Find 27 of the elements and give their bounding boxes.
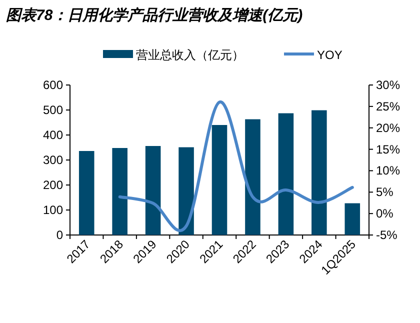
bar bbox=[312, 110, 327, 235]
y-tick-label: 200 bbox=[42, 178, 64, 192]
y2-tick-label: 20% bbox=[376, 120, 400, 135]
chart-title: 图表78：日用化学产品行业营收及增速(亿元) bbox=[6, 6, 303, 24]
y-tick-label: 500 bbox=[42, 103, 64, 117]
y2-tick-label: 0% bbox=[376, 206, 394, 221]
bar bbox=[78, 151, 94, 235]
y2-tick-label: 10% bbox=[376, 164, 400, 178]
y-tick-label: 400 bbox=[42, 128, 64, 142]
y2-tick-label: 15% bbox=[376, 142, 400, 156]
bar bbox=[178, 147, 194, 235]
y-tick-label: 600 bbox=[42, 78, 64, 92]
y-tick-label: 0 bbox=[56, 228, 64, 242]
bar bbox=[344, 203, 360, 235]
bar bbox=[245, 119, 260, 235]
y2-tick-label: -5% bbox=[376, 228, 398, 242]
y2-tick-label: 25% bbox=[376, 99, 400, 114]
y2-tick-label: 30% bbox=[376, 78, 400, 92]
bar bbox=[112, 148, 128, 235]
bar bbox=[212, 125, 228, 235]
y-tick-label: 100 bbox=[42, 203, 64, 217]
y2-tick-label: 5% bbox=[376, 185, 394, 200]
legend-label: YOY bbox=[317, 48, 342, 62]
bar bbox=[145, 146, 161, 235]
bar bbox=[278, 113, 294, 235]
legend-label: 营业总收入（亿元） bbox=[136, 48, 244, 62]
y-tick-label: 300 bbox=[42, 153, 64, 167]
